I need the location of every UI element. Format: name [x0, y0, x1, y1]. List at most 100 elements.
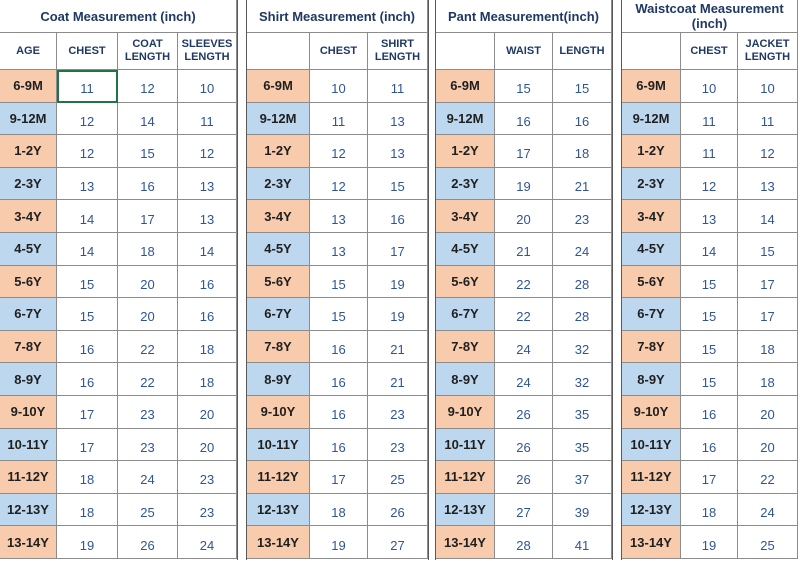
- age-cell: 10-11Y: [436, 428, 495, 462]
- age-cell: 5-6Y: [247, 265, 310, 299]
- value-cell: 15: [495, 70, 553, 103]
- value-cell: 35: [553, 396, 612, 429]
- value-cell: 12: [738, 135, 798, 168]
- age-cell: 10-11Y: [622, 428, 681, 462]
- age-cell: 2-3Y: [0, 167, 57, 201]
- value-cell: 15: [57, 265, 118, 299]
- value-cell: 14: [57, 200, 118, 233]
- age-cell: 9-12M: [0, 102, 57, 136]
- value-cell: 24: [553, 233, 612, 266]
- value-cell: 14: [57, 233, 118, 266]
- age-cell: 8-9Y: [436, 363, 495, 396]
- value-cell: 16: [57, 330, 118, 364]
- section-title: Waistcoat Measurement (inch): [622, 0, 798, 33]
- value-cell: 23: [553, 200, 612, 233]
- age-cell: 6-9M: [436, 70, 495, 103]
- age-cell: 13-14Y: [436, 526, 495, 559]
- age-cell: 4-5Y: [622, 233, 681, 266]
- age-cell: 8-9Y: [247, 363, 310, 396]
- age-cell: 6-7Y: [436, 298, 495, 331]
- value-cell: 15: [310, 265, 368, 299]
- value-cell: 20: [495, 200, 553, 233]
- value-cell: 15: [681, 298, 738, 331]
- value-cell: 23: [178, 461, 237, 494]
- section-separator: [428, 0, 436, 560]
- age-cell: 8-9Y: [622, 363, 681, 396]
- section-title: Shirt Measurement (inch): [247, 0, 428, 33]
- age-cell: 12-13Y: [0, 493, 57, 527]
- age-cell: 2-3Y: [247, 167, 310, 201]
- age-cell: 5-6Y: [622, 265, 681, 299]
- value-cell: 19: [310, 526, 368, 559]
- age-cell: 3-4Y: [247, 200, 310, 233]
- value-cell: 16: [681, 396, 738, 429]
- column-header: LENGTH: [553, 33, 612, 70]
- age-cell: 1-2Y: [436, 135, 495, 168]
- value-cell: 20: [738, 396, 798, 429]
- value-cell: 23: [118, 428, 178, 462]
- column-header: CHEST: [681, 33, 738, 70]
- value-cell: 11: [681, 102, 738, 136]
- value-cell: 19: [681, 526, 738, 559]
- value-cell: 14: [681, 233, 738, 266]
- value-cell: 23: [178, 493, 237, 527]
- value-cell: 12: [310, 135, 368, 168]
- value-cell: 21: [368, 363, 428, 396]
- value-cell: 15: [681, 330, 738, 364]
- value-cell: 14: [178, 233, 237, 266]
- value-cell: 16: [310, 396, 368, 429]
- value-cell: 13: [178, 200, 237, 233]
- value-cell: 18: [681, 493, 738, 527]
- value-cell: 20: [738, 428, 798, 462]
- value-cell: 18: [738, 363, 798, 396]
- value-cell: 12: [310, 167, 368, 201]
- age-cell: 9-12M: [247, 102, 310, 136]
- value-cell: 23: [118, 396, 178, 429]
- value-cell: 17: [57, 396, 118, 429]
- value-cell: 14: [738, 200, 798, 233]
- value-cell: 27: [495, 493, 553, 527]
- age-cell: 10-11Y: [0, 428, 57, 462]
- age-cell: 4-5Y: [247, 233, 310, 266]
- value-cell: 13: [368, 102, 428, 136]
- age-cell: 6-7Y: [0, 298, 57, 331]
- value-cell: 11: [310, 102, 368, 136]
- age-cell: 5-6Y: [436, 265, 495, 299]
- value-cell: 18: [178, 363, 237, 396]
- value-cell: 10: [178, 70, 237, 103]
- value-cell: 23: [368, 396, 428, 429]
- value-cell: 11: [368, 70, 428, 103]
- age-cell: 9-12M: [436, 102, 495, 136]
- column-header: [622, 33, 681, 70]
- value-cell: 18: [310, 493, 368, 527]
- value-cell: 11: [57, 70, 118, 103]
- value-cell: 16: [310, 330, 368, 364]
- age-cell: 6-9M: [622, 70, 681, 103]
- value-cell: 24: [738, 493, 798, 527]
- section-separator: [612, 0, 622, 560]
- value-cell: 27: [368, 526, 428, 559]
- column-header: AGE: [0, 33, 57, 70]
- value-cell: 17: [495, 135, 553, 168]
- value-cell: 17: [57, 428, 118, 462]
- value-cell: 26: [118, 526, 178, 559]
- value-cell: 20: [178, 396, 237, 429]
- value-cell: 22: [495, 265, 553, 299]
- age-cell: 9-10Y: [622, 396, 681, 429]
- value-cell: 21: [495, 233, 553, 266]
- column-header: SHIRT LENGTH: [368, 33, 428, 70]
- value-cell: 16: [310, 428, 368, 462]
- value-cell: 18: [57, 493, 118, 527]
- value-cell: 19: [368, 298, 428, 331]
- value-cell: 17: [118, 200, 178, 233]
- value-cell: 25: [368, 461, 428, 494]
- value-cell: 22: [118, 330, 178, 364]
- value-cell: 10: [738, 70, 798, 103]
- value-cell: 15: [368, 167, 428, 201]
- value-cell: 21: [368, 330, 428, 364]
- value-cell: 24: [495, 363, 553, 396]
- age-cell: 12-13Y: [436, 493, 495, 527]
- value-cell: 18: [178, 330, 237, 364]
- value-cell: 26: [495, 396, 553, 429]
- value-cell: 32: [553, 363, 612, 396]
